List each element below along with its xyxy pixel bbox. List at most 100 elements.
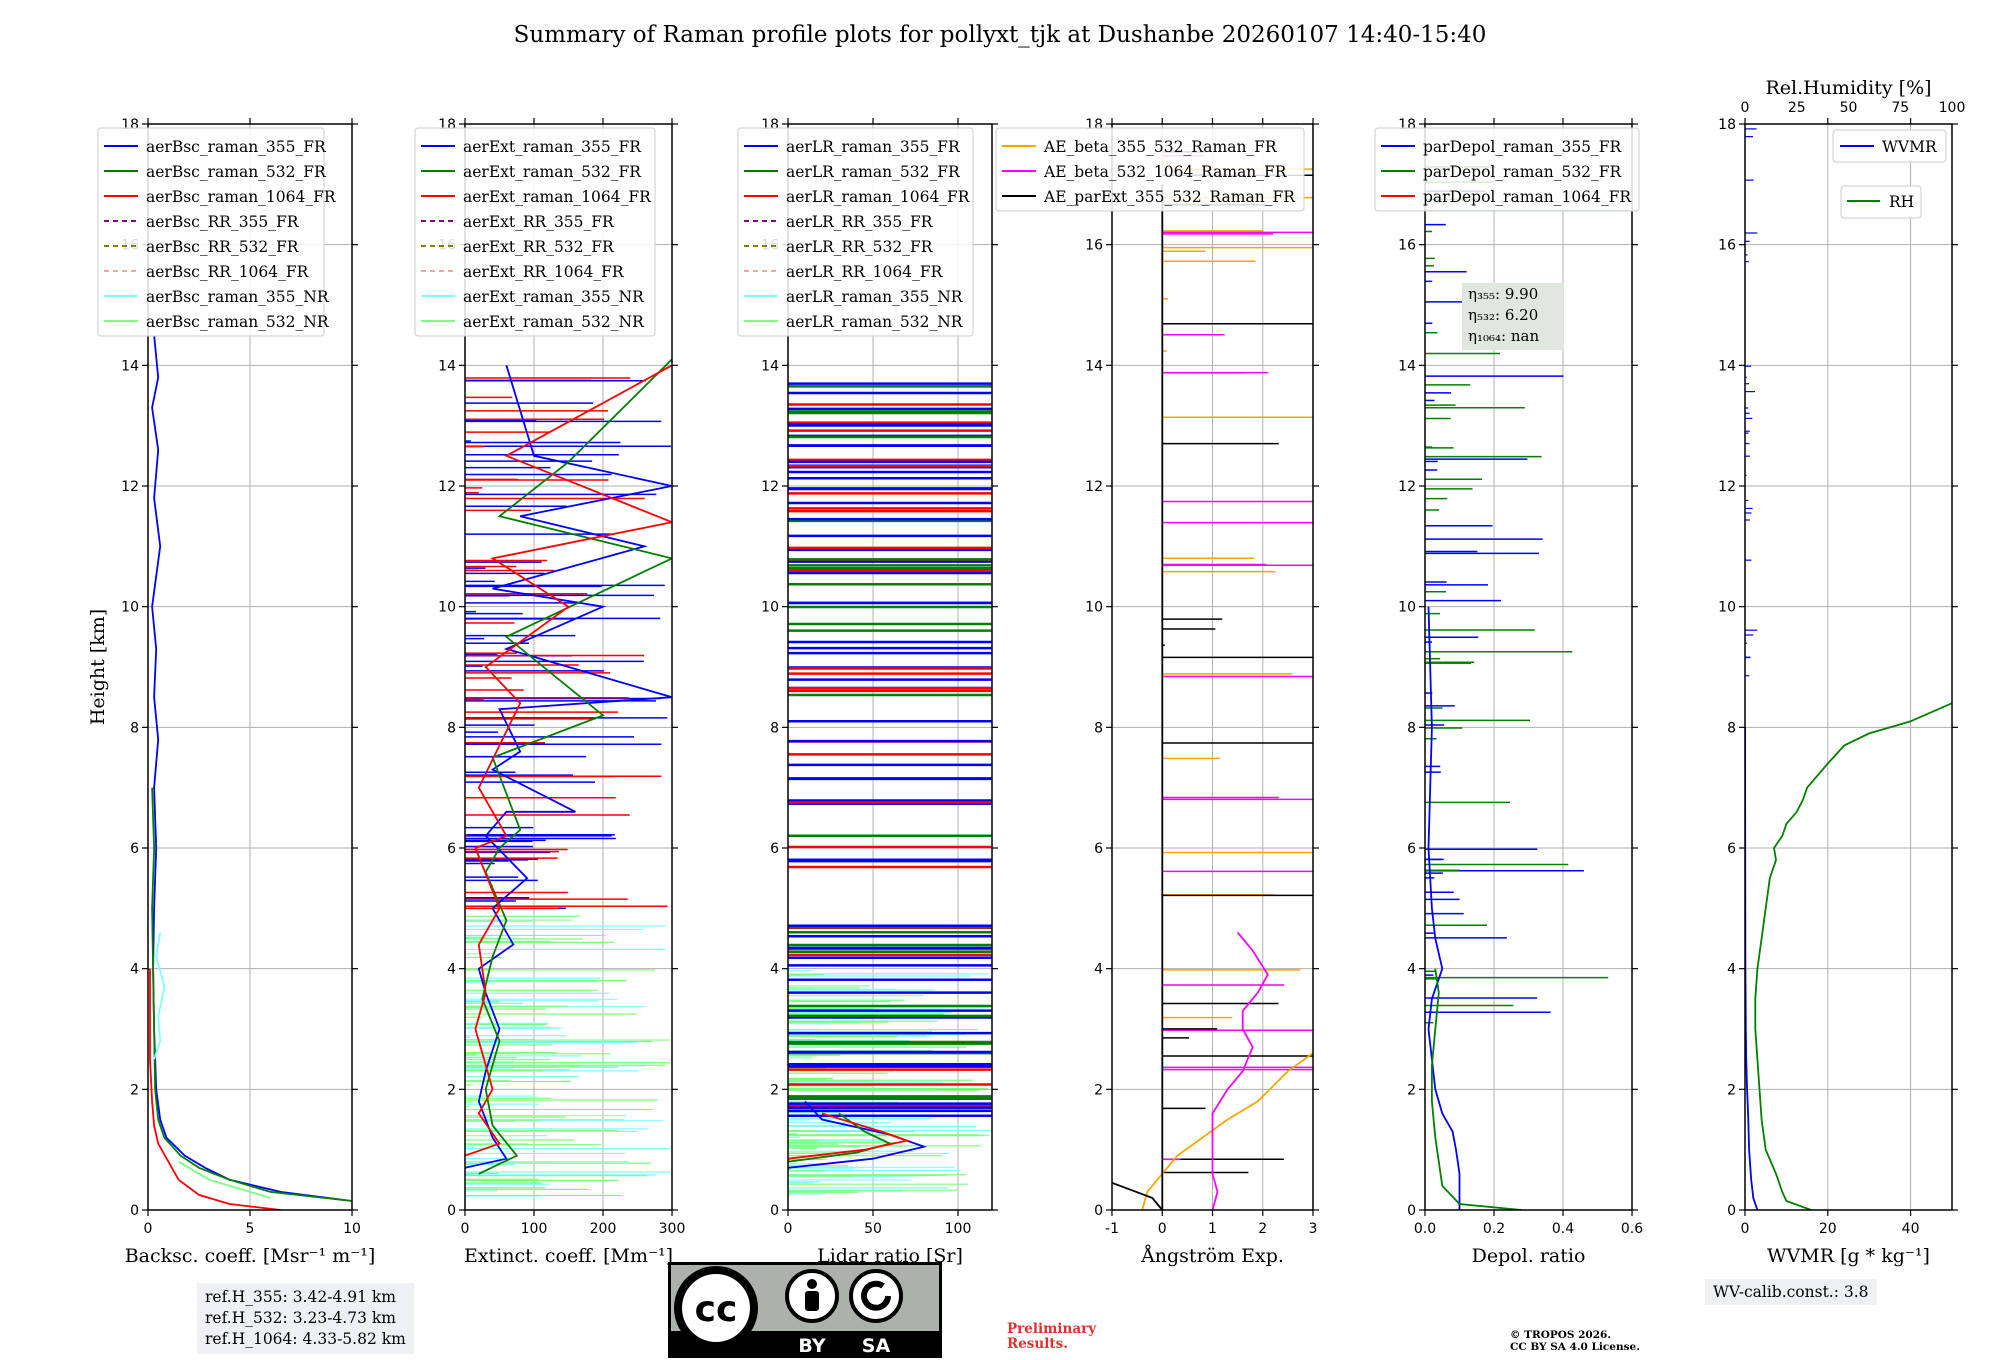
x-tick-label: 40 bbox=[1902, 1221, 1920, 1237]
y-tick-label: 12 bbox=[1085, 479, 1103, 495]
y-tick-label: 6 bbox=[447, 841, 456, 857]
y-tick-label: 8 bbox=[1094, 720, 1103, 736]
legend: aerExt_raman_355_FR aerExt_raman_532_FRae… bbox=[414, 127, 656, 337]
panel-data-6 bbox=[1745, 128, 1952, 1210]
x-tick-label: 2 bbox=[1258, 1221, 1267, 1237]
series-RH bbox=[1754, 702, 1952, 1210]
copyright-note: © TROPOS 2026. CC BY SA 4.0 License. bbox=[1510, 1329, 1640, 1353]
legend-entry: aerExt_RR_355_FR bbox=[463, 213, 615, 231]
y-tick-label: 4 bbox=[130, 962, 139, 978]
legend-entry: aerLR_raman_355_FR bbox=[786, 138, 961, 156]
legend-entry: RH bbox=[1889, 193, 1914, 211]
y-tick-label: 10 bbox=[438, 600, 456, 616]
ref-height-355: ref.H_355: 3.42-4.91 km bbox=[205, 1288, 396, 1306]
y-tick-label: 8 bbox=[770, 720, 779, 736]
x-tick-label: 0 bbox=[1741, 1221, 1750, 1237]
y-tick-label: 2 bbox=[1094, 1082, 1103, 1098]
y-tick-label: 10 bbox=[1085, 600, 1103, 616]
legend-entry: aerExt_raman_532_NR bbox=[463, 313, 645, 331]
legend-entry: AE_beta_532_1064_Raman_FR bbox=[1043, 163, 1288, 181]
series-aerExt_raman_1064_FR bbox=[465, 364, 672, 1157]
legend-box bbox=[737, 127, 974, 337]
series-aerBsc_raman_355_FR bbox=[151, 335, 352, 1202]
legend: aerBsc_raman_355_FR aerBsc_raman_532_FRae… bbox=[97, 127, 337, 337]
series-AE_beta_532_1064_Raman_FR bbox=[1211, 931, 1269, 1210]
y-tick-label: 14 bbox=[1085, 358, 1103, 374]
y-tick-label: 4 bbox=[770, 962, 779, 978]
sa-label: SA bbox=[862, 1335, 891, 1357]
y-tick-label: 14 bbox=[1398, 358, 1416, 374]
ref-height-532: ref.H_532: 3.23-4.73 km bbox=[205, 1309, 396, 1327]
top-axis-label: Rel.Humidity [%] bbox=[1765, 77, 1931, 99]
legend-entry: parDepol_raman_1064_FR bbox=[1423, 188, 1632, 206]
legend-entry: aerExt_raman_355_FR bbox=[463, 138, 642, 156]
y-tick-label: 6 bbox=[770, 841, 779, 857]
x-axis-label: Backsc. coeff. [Msr⁻¹ m⁻¹] bbox=[125, 1245, 376, 1267]
panel-data-3 bbox=[788, 382, 992, 1196]
legend-entry: parDepol_raman_355_FR bbox=[1423, 138, 1623, 156]
y-tick-label: 8 bbox=[130, 720, 139, 736]
series-aerBsc_raman_532_FR bbox=[151, 787, 352, 1202]
top-tick-label: 100 bbox=[1939, 100, 1966, 116]
series-parDepol_raman_532_FR bbox=[1431, 968, 1522, 1210]
y-tick-label: 12 bbox=[438, 479, 456, 495]
x-tick-label: 0 bbox=[461, 1221, 470, 1237]
legend-entry: aerLR_raman_355_NR bbox=[786, 288, 964, 306]
x-tick-label: 0 bbox=[784, 1221, 793, 1237]
y-tick-label: 0 bbox=[130, 1203, 139, 1219]
series-aerLR_raman_532_FR bbox=[788, 1112, 893, 1163]
legend-entry: aerLR_raman_532_FR bbox=[786, 163, 961, 181]
x-tick-label: 1 bbox=[1208, 1221, 1217, 1237]
y-tick-label: 6 bbox=[130, 841, 139, 857]
figure-title: Summary of Raman profile plots for polly… bbox=[513, 22, 1487, 48]
y-tick-label: 10 bbox=[121, 600, 139, 616]
legend-entry: WVMR bbox=[1882, 138, 1938, 156]
y-tick-label: 2 bbox=[770, 1082, 779, 1098]
x-tick-label: 100 bbox=[945, 1221, 972, 1237]
y-tick-label: 4 bbox=[1407, 962, 1416, 978]
y-tick-label: 4 bbox=[1727, 962, 1736, 978]
panel-data-1 bbox=[149, 335, 352, 1210]
series-aerBsc_raman_532_NR bbox=[178, 1160, 271, 1199]
x-tick-label: -1 bbox=[1105, 1221, 1119, 1237]
panel-2: 0246810121416180100200300Extinct. coeff.… bbox=[414, 117, 685, 1267]
series-aerBsc_raman_1064_FR bbox=[149, 968, 281, 1210]
series-parDepol_raman_355_FR bbox=[1427, 606, 1461, 1210]
legend-entry: aerBsc_raman_355_FR bbox=[146, 138, 327, 156]
y-tick-label: 18 bbox=[1718, 117, 1736, 133]
legend-entry: AE_beta_355_532_Raman_FR bbox=[1043, 138, 1278, 156]
panel-frame bbox=[464, 123, 673, 1211]
by-label: BY bbox=[798, 1335, 825, 1357]
y-tick-label: 12 bbox=[761, 479, 779, 495]
legend-entry: aerExt_raman_1064_FR bbox=[463, 188, 652, 206]
y-tick-label: 6 bbox=[1094, 841, 1103, 857]
y-tick-label: 10 bbox=[1718, 600, 1736, 616]
x-tick-label: 5 bbox=[246, 1221, 255, 1237]
legend-entry: aerBsc_raman_1064_FR bbox=[146, 188, 337, 206]
x-axis-label: WVMR [g * kg⁻¹] bbox=[1767, 1245, 1930, 1267]
series-aerExt_raman_355_FR bbox=[465, 365, 672, 1169]
x-tick-label: 50 bbox=[864, 1221, 882, 1237]
y-tick-label: 2 bbox=[1407, 1082, 1416, 1098]
by-icon-head bbox=[807, 1279, 817, 1289]
x-tick-label: 0 bbox=[144, 1221, 153, 1237]
preliminary-line-2: Results. bbox=[1007, 1336, 1068, 1352]
x-tick-label: 0.2 bbox=[1483, 1221, 1505, 1237]
cc-license-badge: cc BY SA bbox=[668, 1262, 942, 1358]
x-tick-label: 3 bbox=[1309, 1221, 1318, 1237]
wv-calibration-box: WV-calib.const.: 3.8 bbox=[1705, 1279, 1877, 1305]
y-tick-label: 10 bbox=[1398, 600, 1416, 616]
y-tick-label: 12 bbox=[1398, 479, 1416, 495]
preliminary-line-1: Preliminary bbox=[1007, 1321, 1097, 1337]
y-tick-label: 12 bbox=[121, 479, 139, 495]
y-tick-label: 8 bbox=[1407, 720, 1416, 736]
legend: AE_beta_355_532_Raman_FR AE_beta_532_1064… bbox=[995, 127, 1305, 212]
legend-box bbox=[1840, 185, 1922, 219]
y-tick-label: 4 bbox=[447, 962, 456, 978]
x-tick-label: 200 bbox=[590, 1221, 617, 1237]
legend-entry: aerExt_RR_532_FR bbox=[463, 238, 615, 256]
legend: parDepol_raman_355_FR parDepol_raman_532_… bbox=[1374, 127, 1640, 212]
top-tick-label: 75 bbox=[1891, 100, 1909, 116]
legend-entry: aerLR_raman_1064_FR bbox=[786, 188, 971, 206]
